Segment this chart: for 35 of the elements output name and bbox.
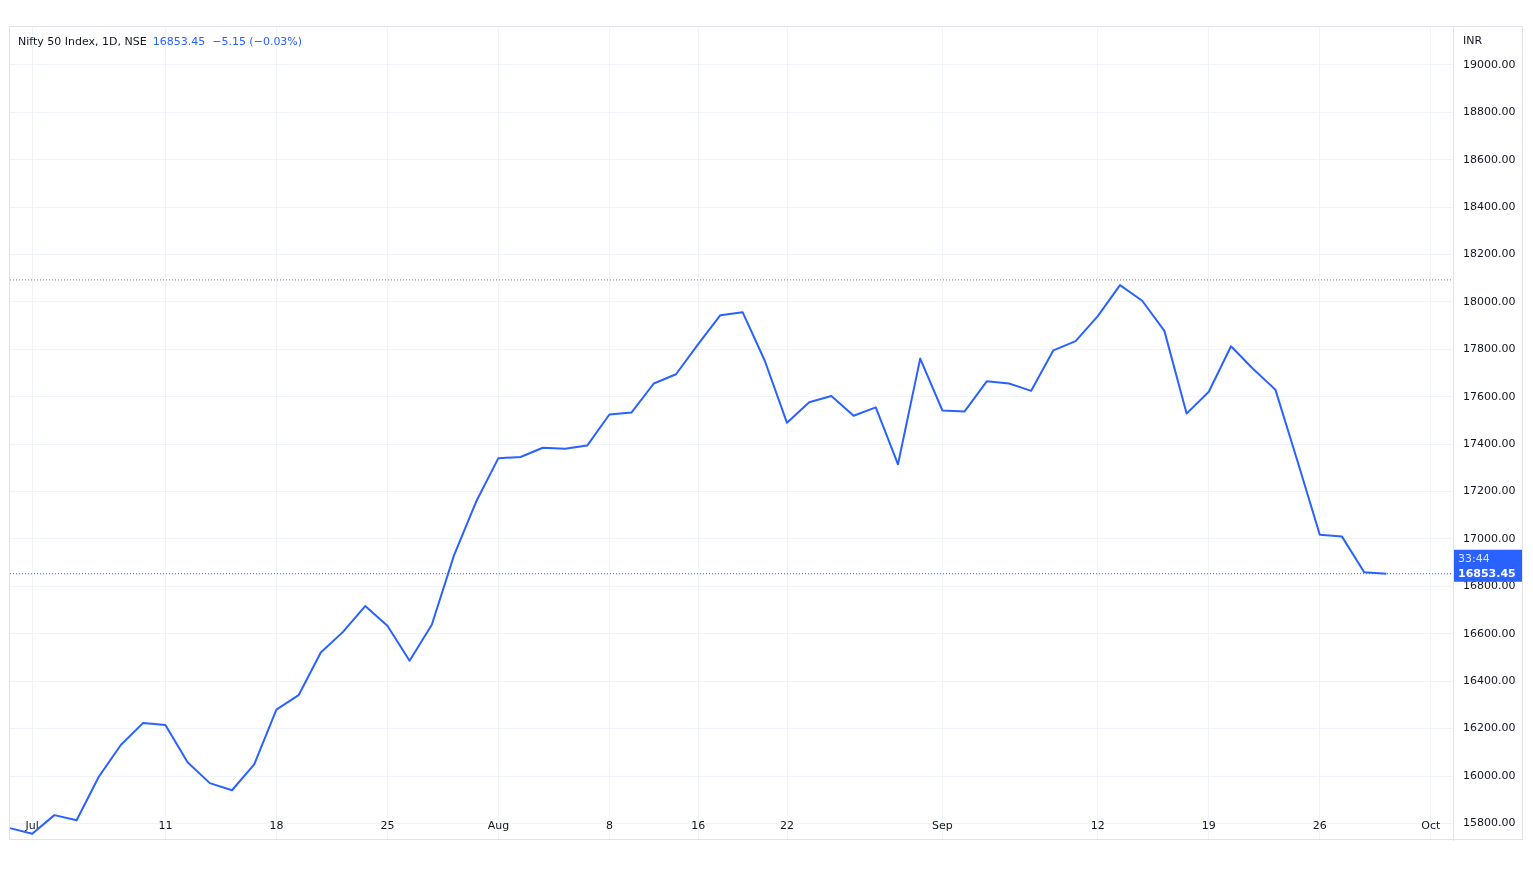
y-tick-label: 19000.00 (1463, 57, 1516, 71)
y-tick-label: 17000.00 (1463, 531, 1516, 545)
y-tick-label: 17600.00 (1463, 389, 1516, 403)
y-tick-label: 16000.00 (1463, 768, 1516, 782)
x-tick-label: Oct (1421, 819, 1441, 833)
y-tick-label: 16600.00 (1463, 626, 1516, 640)
y-tick-label: 18800.00 (1463, 105, 1516, 119)
y-tick-label: 16200.00 (1463, 721, 1516, 735)
y-tick-label: 17400.00 (1463, 437, 1516, 451)
y-tick-label: 18200.00 (1463, 247, 1516, 261)
x-tick-label: 8 (605, 819, 613, 833)
y-tick-label: 18000.00 (1463, 294, 1516, 308)
text: 16853.45 −5.15 (−0.03%) (152, 35, 303, 48)
x-tick-label: 11 (158, 819, 173, 833)
x-tick-label: 19 (1201, 819, 1216, 833)
x-tick-label: 22 (780, 819, 794, 833)
y-tick-label: 16400.00 (1463, 674, 1516, 688)
y-tick-label: 18400.00 (1463, 200, 1516, 213)
x-tick-label: 26 (1312, 819, 1327, 833)
text: Nifty 50 Index, 1D, NSE (18, 35, 147, 48)
y-tick-label: 16800.00 (1463, 579, 1516, 593)
text: 33:44 (1458, 551, 1490, 565)
y-axis-title: INR (1463, 34, 1483, 47)
y-tick-label: 17800.00 (1463, 342, 1516, 356)
x-tick-label: Sep (932, 819, 953, 833)
y-tick-label: 17200.00 (1463, 484, 1516, 498)
y-tick-label: 15800.00 (1463, 816, 1516, 830)
y-tick-label: 18600.00 (1463, 152, 1516, 166)
ref-line-label: 16853.45 (1458, 566, 1516, 580)
x-tick-label: 12 (1090, 819, 1105, 833)
x-tick-label: 25 (380, 819, 395, 833)
x-tick-label: 16 (691, 819, 706, 833)
x-tick-label: 18 (269, 819, 284, 833)
x-tick-label: Jul (24, 819, 39, 833)
x-tick-label: Aug (487, 819, 510, 833)
